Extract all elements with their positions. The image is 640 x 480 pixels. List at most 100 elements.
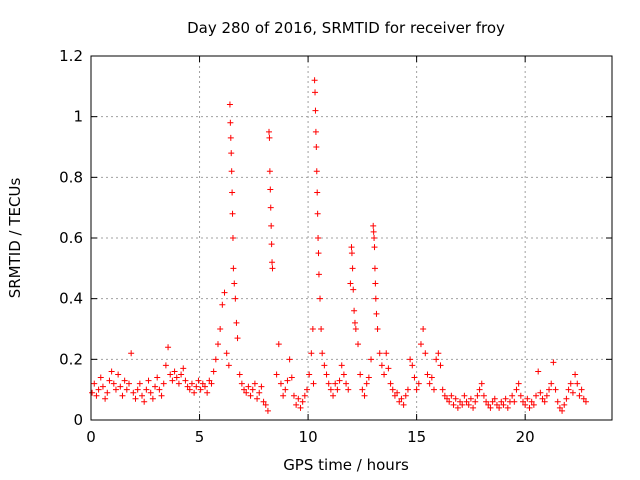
data-point: [474, 392, 481, 399]
data-point: [266, 134, 273, 141]
data-point: [286, 356, 293, 363]
data-point: [343, 380, 350, 387]
chart-title: Day 280 of 2016, SRMTID for receiver fro…: [187, 19, 505, 37]
data-point: [374, 326, 381, 332]
data-point: [378, 362, 385, 369]
data-point: [227, 134, 234, 141]
data-point: [365, 374, 372, 381]
data-point: [156, 386, 163, 393]
data-point: [175, 380, 182, 387]
data-point: [472, 398, 479, 405]
data-point: [301, 392, 308, 399]
data-point: [267, 204, 274, 211]
data-point: [223, 350, 230, 357]
data-point: [258, 383, 265, 390]
data-point: [404, 386, 411, 393]
data-point: [509, 392, 516, 399]
data-point: [123, 386, 130, 393]
grid: [91, 56, 612, 420]
data-point: [282, 386, 289, 393]
data-point: [552, 386, 559, 393]
data-point: [470, 404, 477, 411]
data-point: [184, 383, 191, 390]
data-point: [145, 377, 152, 384]
data-point: [543, 392, 550, 399]
data-point: [319, 350, 326, 357]
data-point: [139, 392, 146, 399]
data-point: [580, 395, 587, 402]
data-point: [93, 392, 100, 399]
data-point: [370, 228, 377, 235]
data-point: [348, 250, 355, 257]
data-point: [548, 380, 555, 387]
data-point: [201, 383, 208, 390]
data-point: [208, 380, 215, 387]
data-point: [269, 265, 276, 272]
data-point: [310, 380, 317, 387]
data-point: [489, 398, 496, 405]
data-point: [249, 386, 256, 393]
data-point: [361, 392, 368, 399]
data-point: [359, 386, 366, 393]
data-point: [572, 371, 579, 378]
data-point: [574, 380, 581, 387]
data-point: [115, 371, 122, 378]
data-point: [546, 386, 553, 393]
data-point: [312, 89, 319, 96]
data-point: [152, 383, 159, 390]
data-point: [561, 401, 568, 408]
data-point: [273, 371, 280, 378]
data-point: [121, 377, 128, 384]
data-point: [303, 386, 310, 393]
data-point: [398, 395, 405, 402]
data-point: [363, 380, 370, 387]
data-point: [407, 356, 414, 363]
data-point: [191, 389, 198, 396]
data-point: [311, 77, 318, 84]
data-point: [234, 335, 241, 342]
data-point: [524, 395, 531, 402]
data-point: [578, 386, 585, 393]
data-point: [417, 341, 424, 348]
y-tick-label: 0.6: [59, 229, 83, 247]
data-point: [461, 392, 468, 399]
data-point: [132, 395, 139, 402]
data-point: [290, 392, 297, 399]
data-point: [277, 380, 284, 387]
data-point: [108, 368, 115, 375]
data-point: [539, 395, 546, 402]
data-point: [389, 386, 396, 393]
data-point: [128, 350, 135, 357]
data-point: [371, 244, 378, 251]
data-point: [268, 241, 275, 248]
data-point: [332, 380, 339, 387]
data-point: [567, 380, 574, 387]
x-tick-label: 5: [195, 428, 205, 446]
data-points: [89, 77, 589, 414]
data-point: [314, 210, 321, 217]
x-tick-label: 0: [86, 428, 96, 446]
data-point: [340, 371, 347, 378]
data-point: [117, 383, 124, 390]
data-point: [478, 380, 485, 387]
data-point: [511, 398, 518, 405]
data-point: [355, 341, 362, 348]
data-point: [293, 401, 300, 408]
data-point: [368, 356, 375, 363]
data-point: [99, 383, 106, 390]
data-point: [413, 386, 420, 393]
y-tick-label: 1: [73, 108, 83, 126]
data-point: [372, 280, 379, 287]
data-point: [400, 401, 407, 408]
data-point: [136, 380, 143, 387]
data-point: [381, 371, 388, 378]
data-point: [349, 265, 356, 272]
data-point: [212, 356, 219, 363]
data-point: [254, 395, 261, 402]
data-point: [231, 280, 238, 287]
data-point: [232, 295, 239, 302]
data-point: [351, 307, 358, 314]
data-point: [554, 398, 561, 405]
data-point: [256, 389, 263, 396]
